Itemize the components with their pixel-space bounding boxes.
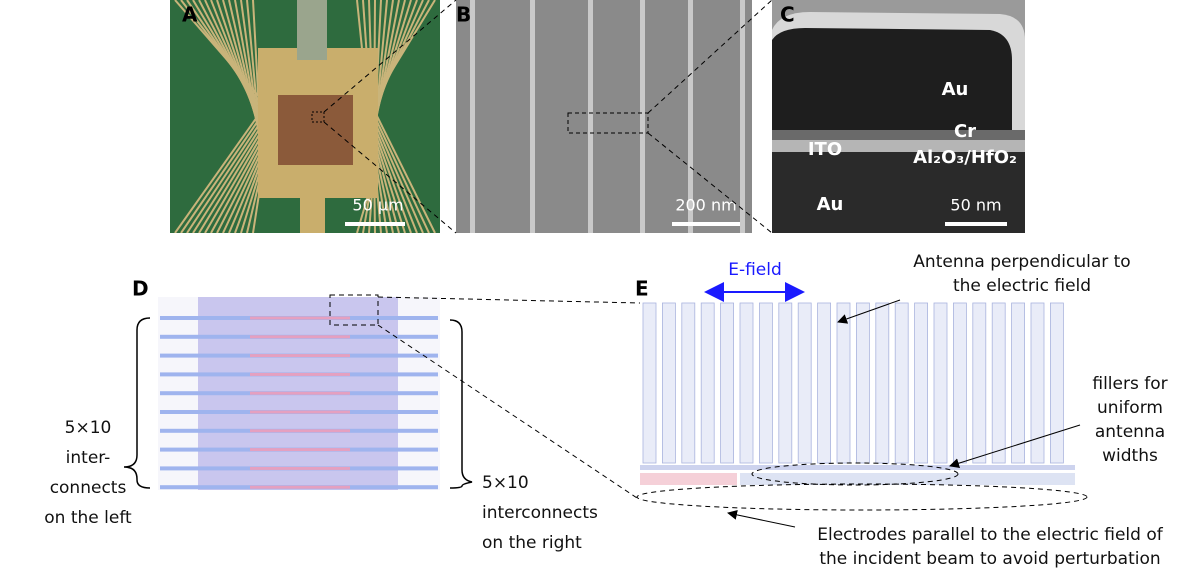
antenna: [895, 303, 908, 463]
interconnect-core: [250, 392, 350, 395]
panel-label: A: [182, 3, 198, 27]
antenna: [701, 303, 714, 463]
note: fillers for: [1092, 374, 1167, 394]
layout-d: [158, 297, 440, 490]
antenna: [818, 303, 831, 463]
scale-bar: [345, 222, 405, 226]
layer-label: ITO: [808, 139, 842, 160]
antenna: [992, 303, 1005, 463]
field-label: E-field: [728, 260, 782, 280]
layer-label: Cr: [954, 121, 976, 142]
scale-label: 50 µm: [352, 196, 403, 215]
antenna: [643, 303, 656, 463]
note: Antenna perpendicular to: [913, 252, 1130, 272]
arrow: [728, 513, 795, 527]
panel-label: C: [780, 3, 795, 27]
note: interconnects: [482, 503, 598, 523]
note: inter-: [66, 448, 111, 468]
note: on the left: [44, 508, 132, 528]
stripe: [530, 0, 535, 233]
antenna: [915, 303, 928, 463]
note: 5×10: [482, 473, 529, 493]
note: connects: [50, 478, 127, 498]
stripe: [588, 0, 593, 233]
stripe: [640, 0, 645, 233]
interconnect-core: [250, 448, 350, 451]
layout-e: [640, 300, 1075, 505]
panel-label: B: [456, 3, 471, 27]
antenna: [876, 303, 889, 463]
antenna: [662, 303, 675, 463]
scale-label: 50 nm: [950, 196, 1001, 215]
antenna: [973, 303, 986, 463]
note: the electric field: [953, 276, 1091, 296]
antenna: [953, 303, 966, 463]
interconnect-core: [250, 411, 350, 414]
interconnect-core: [250, 373, 350, 376]
layer-label: Au: [817, 194, 844, 215]
antenna: [682, 303, 695, 463]
interconnect-core: [250, 317, 350, 320]
bracket: [124, 318, 150, 488]
scale-bar: [945, 222, 1007, 226]
antenna: [934, 303, 947, 463]
note: on the right: [482, 533, 582, 553]
interconnect-core: [250, 467, 350, 470]
antenna: [1031, 303, 1044, 463]
antenna: [740, 303, 753, 463]
figure: 50 µm A 200 nm B Au Cr ITO Al₂O₃/HfO₂ Au…: [0, 0, 1196, 572]
antenna: [721, 303, 734, 463]
note: widths: [1102, 446, 1158, 466]
layer-label: Au: [942, 79, 969, 100]
bracket: [450, 320, 472, 488]
antenna: [856, 303, 869, 463]
scale-label: 200 nm: [675, 196, 736, 215]
interconnect-core: [250, 429, 350, 432]
note: antenna: [1095, 422, 1165, 442]
note: uniform: [1097, 398, 1163, 418]
antenna: [759, 303, 772, 463]
note: 5×10: [65, 418, 112, 438]
scale-bar: [672, 222, 740, 226]
interconnect-core: [250, 354, 350, 357]
antenna: [779, 303, 792, 463]
antenna: [837, 303, 850, 463]
antenna: [798, 303, 811, 463]
stripe: [470, 0, 475, 233]
layer-label: Al₂O₃/HfO₂: [913, 147, 1017, 168]
interconnect-core: [250, 335, 350, 338]
note: the incident beam to avoid perturbation: [819, 549, 1160, 569]
antenna: [1012, 303, 1025, 463]
note: Electrodes parallel to the electric fiel…: [817, 525, 1163, 545]
stripe: [740, 0, 745, 233]
interconnect-core: [250, 486, 350, 489]
antenna: [1050, 303, 1063, 463]
panel-label: D: [132, 277, 149, 301]
panel-label: E: [635, 277, 649, 301]
